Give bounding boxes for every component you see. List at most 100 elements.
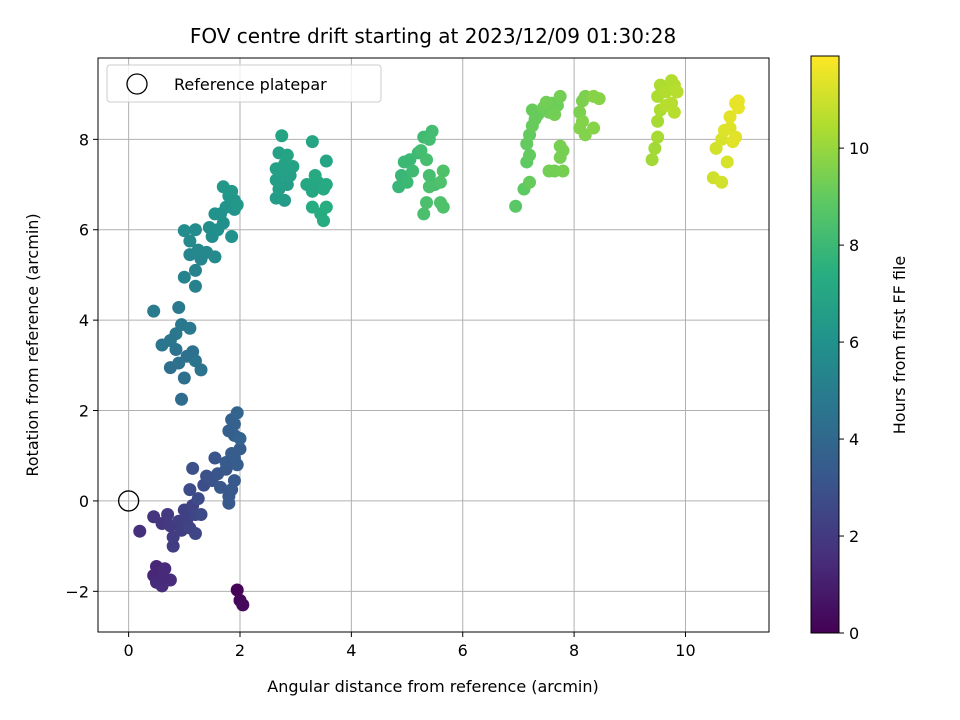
scatter-point: [175, 392, 189, 406]
scatter-point: [723, 110, 737, 124]
scatter-point: [177, 270, 191, 284]
y-axis-label: Rotation from reference (arcmin): [23, 213, 42, 476]
scatter-point: [651, 130, 665, 144]
scatter-point: [509, 199, 523, 213]
colorbar: 0 2 4 6 8 10 Hours from first FF file: [810, 55, 909, 643]
x-axis-ticks: 0 2 4 6 8 10: [124, 632, 696, 660]
x-tick-label: 6: [458, 641, 468, 660]
y-tick-label: 4: [79, 311, 89, 330]
y-tick-label: 6: [79, 221, 89, 240]
scatter-point: [667, 105, 681, 119]
scatter-point: [422, 180, 436, 194]
scatter-point: [156, 571, 170, 585]
scatter-point: [208, 207, 222, 221]
scatter-point: [286, 159, 300, 173]
legend-reference-marker: [126, 73, 148, 95]
scatter-point: [161, 507, 175, 521]
colorbar-tick-label: 6: [849, 333, 859, 352]
scatter-point: [133, 524, 147, 538]
scatter-point: [186, 461, 200, 475]
scatter-point: [553, 139, 567, 153]
scatter-point: [556, 164, 570, 178]
scatter-point: [177, 224, 191, 238]
scatter-point: [523, 148, 537, 162]
scatter-point: [317, 214, 331, 228]
scatter-point: [319, 154, 333, 168]
scatter-points: [133, 74, 745, 612]
scatter-point: [230, 583, 244, 597]
scatter-point: [715, 175, 729, 189]
scatter-point: [222, 496, 236, 510]
scatter-point: [225, 230, 239, 244]
legend: Reference platepar: [106, 64, 382, 103]
scatter-point: [278, 193, 292, 207]
scatter-point: [319, 178, 333, 192]
scatter-point: [183, 483, 197, 497]
scatter-point: [417, 207, 431, 221]
scatter-point: [188, 279, 202, 293]
y-axis-ticks: −2 0 2 4 6 8: [65, 130, 98, 601]
colorbar-tick-label: 8: [849, 236, 859, 255]
scatter-point: [230, 198, 244, 212]
legend-box: [106, 64, 382, 103]
scatter-point: [539, 95, 553, 109]
scatter-point: [731, 101, 745, 115]
x-tick-label: 2: [235, 641, 245, 660]
scatter-point: [177, 371, 191, 385]
colorbar-tick-label: 0: [849, 624, 859, 643]
reference-platepar-marker: [117, 490, 140, 512]
scatter-point: [548, 107, 562, 121]
scatter-point: [236, 598, 250, 612]
scatter-point: [729, 130, 743, 144]
colorbar-tick-label: 4: [849, 430, 859, 449]
chart-title: FOV centre drift starting at 2023/12/09 …: [190, 24, 676, 48]
colorbar-ticks: 0 2 4 6 8 10: [839, 139, 869, 643]
colorbar-gradient: [810, 55, 840, 634]
colorbar-label: Hours from first FF file: [890, 256, 909, 435]
scatter-point: [420, 196, 434, 210]
scatter-point: [230, 406, 244, 420]
scatter-point: [188, 223, 202, 237]
scatter-point: [225, 446, 239, 460]
y-tick-label: 8: [79, 130, 89, 149]
scatter-point: [208, 250, 222, 264]
y-tick-label: 0: [79, 492, 89, 511]
x-tick-label: 10: [675, 641, 695, 660]
scatter-point: [436, 164, 450, 178]
scatter-point: [425, 124, 439, 138]
plot-frame: [97, 57, 770, 633]
scatter-point: [183, 321, 197, 335]
colorbar-tick-label: 2: [849, 527, 859, 546]
y-tick-label: 2: [79, 402, 89, 421]
x-tick-label: 4: [346, 641, 356, 660]
scatter-point: [308, 169, 322, 183]
x-tick-label: 0: [124, 641, 134, 660]
scatter-point: [433, 175, 447, 189]
scatter-point: [587, 121, 601, 135]
scatter-point: [670, 85, 684, 99]
scatter-point: [523, 175, 537, 189]
scatter-point: [233, 432, 247, 446]
scatter-point: [188, 263, 202, 277]
scatter-point: [227, 474, 241, 488]
reference-marker-layer: [117, 490, 140, 512]
scatter-point: [191, 492, 205, 506]
scatter-point: [645, 153, 659, 167]
scatter-point: [436, 200, 450, 214]
scatter-point: [648, 141, 662, 155]
scatter-point: [155, 338, 169, 352]
scatter-point: [400, 175, 414, 189]
scatter-point: [225, 184, 239, 198]
scatter-point: [208, 451, 222, 465]
scatter-point: [406, 164, 420, 178]
scatter-point: [194, 507, 208, 521]
scatter-point: [230, 458, 244, 472]
scatter-point: [172, 300, 186, 314]
scatter-point: [147, 304, 161, 318]
scatter-point: [214, 480, 228, 494]
legend-entry-reference: Reference platepar: [174, 75, 327, 94]
scatter-point: [188, 526, 202, 540]
x-axis-label: Angular distance from reference (arcmin): [267, 677, 598, 696]
scatter-point: [525, 103, 539, 117]
